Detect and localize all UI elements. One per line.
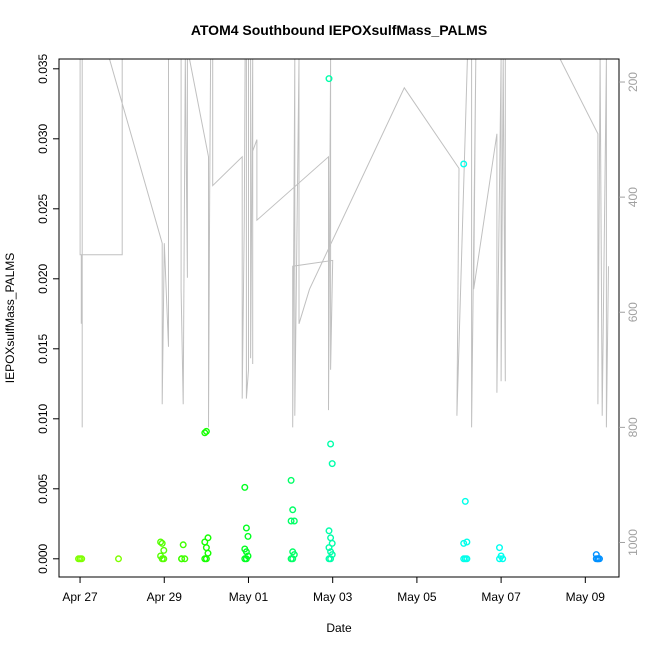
x-tick-label: May 03	[313, 590, 353, 604]
y2-tick-label: 800	[626, 417, 640, 437]
y2-tick-label: 1000	[626, 529, 640, 556]
data-point	[204, 549, 212, 557]
x-tick-label: May 07	[481, 590, 521, 604]
data-point	[460, 555, 468, 563]
data-point	[460, 160, 468, 168]
data-point	[325, 75, 333, 83]
data-point	[287, 476, 295, 484]
data-point	[327, 534, 335, 542]
data-point	[594, 555, 602, 563]
data-point	[242, 524, 250, 532]
x-tick-label: May 01	[229, 590, 269, 604]
y-tick-label: 0.020	[36, 263, 50, 293]
data-point	[325, 544, 333, 552]
data-point	[160, 546, 168, 554]
data-point	[244, 532, 252, 540]
y-tick-label: 0.035	[36, 53, 50, 83]
x-tick-label: May 05	[397, 590, 437, 604]
data-point	[287, 517, 295, 525]
data-point	[202, 544, 210, 552]
data-point	[290, 517, 298, 525]
data-point	[157, 538, 165, 546]
data-point	[202, 427, 210, 435]
data-point	[327, 555, 335, 563]
data-point	[289, 506, 297, 514]
data-point	[325, 527, 333, 535]
altitude-track-layer	[79, 58, 609, 428]
data-point	[242, 555, 250, 563]
y-tick-label: 0.015	[36, 333, 50, 363]
y2-tick-label: 200	[626, 72, 640, 92]
data-point	[499, 555, 507, 563]
data-point	[178, 555, 186, 563]
plot-frame	[58, 58, 620, 578]
axes-layer: 0.000 0.005 0.010 0.015 0.020 0.025 0.030 0.035…	[36, 53, 640, 604]
data-point	[160, 555, 168, 563]
y2-tick-label: 600	[626, 302, 640, 322]
x-tick-label: Apr 29	[147, 590, 183, 604]
y-axis-label: IEPOXsulfMass_PALMS	[3, 253, 17, 384]
data-point	[78, 555, 86, 563]
data-point	[327, 440, 335, 448]
data-point	[114, 555, 122, 563]
data-point	[201, 538, 209, 546]
data-point	[158, 539, 166, 547]
x-axis-label: Date	[326, 621, 352, 635]
y-tick-label: 0.005	[36, 473, 50, 503]
data-point	[461, 497, 469, 505]
data-points-layer	[74, 75, 604, 563]
data-point	[181, 555, 189, 563]
data-point	[201, 429, 209, 437]
data-point	[496, 555, 504, 563]
data-point	[289, 555, 297, 563]
y-tick-label: 0.030	[36, 123, 50, 153]
data-point	[460, 539, 468, 547]
x-tick-label: May 09	[566, 590, 606, 604]
data-point	[496, 544, 504, 552]
x-tick-label: Apr 27	[62, 590, 98, 604]
altitude-track-line	[79, 58, 609, 428]
data-point	[242, 548, 250, 556]
data-point	[202, 555, 210, 563]
y-tick-label: 0.000	[36, 543, 50, 573]
chart-title: ATOM4 Southbound IEPOXsulfMass_PALMS	[191, 22, 487, 38]
data-point	[328, 460, 336, 468]
y2-tick-label: 400	[626, 187, 640, 207]
y-tick-label: 0.010	[36, 403, 50, 433]
data-point	[463, 555, 471, 563]
data-point	[241, 483, 249, 491]
y-tick-label: 0.025	[36, 193, 50, 223]
data-point	[179, 541, 187, 549]
